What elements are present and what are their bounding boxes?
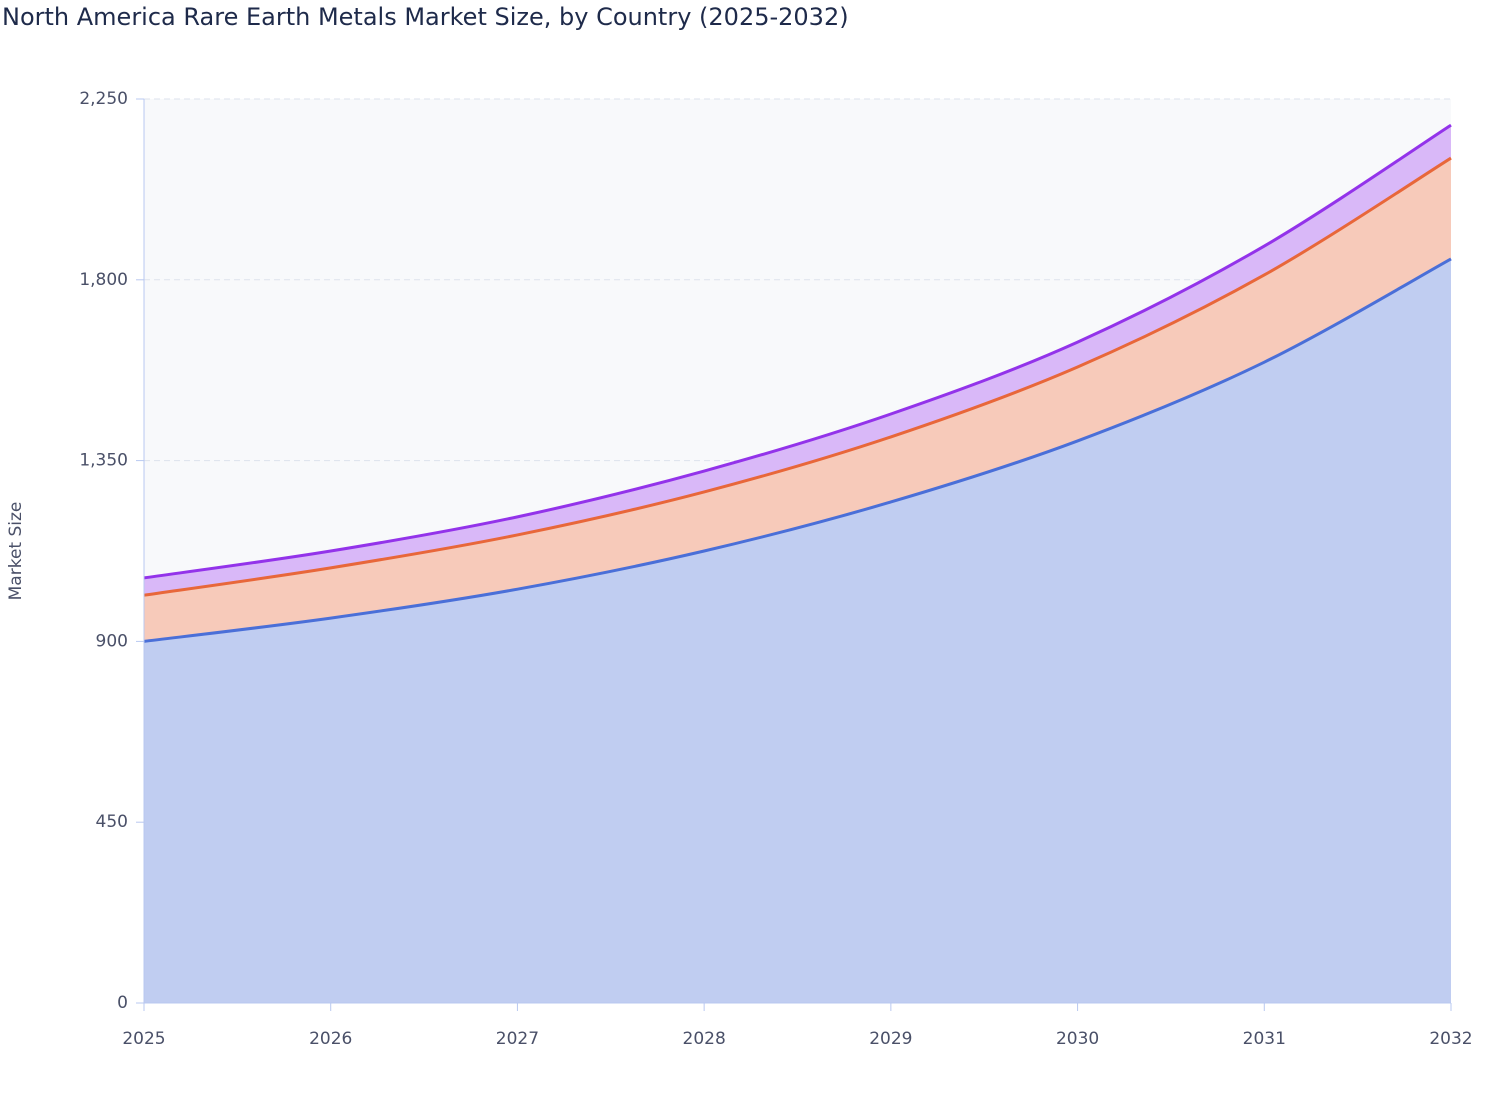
x-tick-label: 2032 [1429,1029,1472,1049]
x-tick-label: 2026 [309,1029,352,1049]
y-tick-label: 1,350 [79,451,128,471]
y-tick-label: 1,800 [79,270,128,290]
y-axis-label: Market Size [6,502,26,601]
y-tick-label: 450 [96,812,128,832]
area-fill [144,158,1451,642]
chart-title: North America Rare Earth Metals Market S… [2,3,849,31]
x-tick-label: 2030 [1056,1029,1099,1049]
x-tick-label: 2025 [122,1029,165,1049]
y-tick-label: 0 [117,993,128,1013]
y-tick-label: 900 [96,631,128,651]
series-line [143,156,1452,597]
series-line [143,123,1452,580]
x-tick-label: 2028 [683,1029,726,1049]
x-tick-label: 2027 [496,1029,539,1049]
y-tick-label: 2,250 [79,89,128,109]
area-fill [144,258,1451,1003]
series-line [143,257,1452,643]
x-tick-label: 2031 [1243,1029,1286,1049]
x-tick-label: 2029 [869,1029,912,1049]
